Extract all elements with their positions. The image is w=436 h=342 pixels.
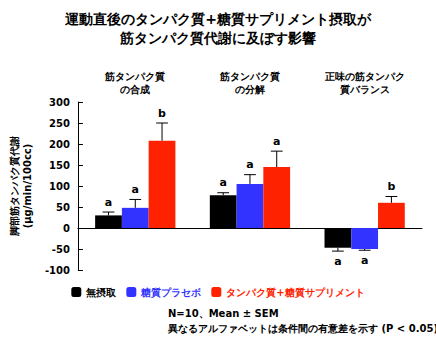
- svg-text:50: 50: [56, 202, 70, 213]
- svg-text:b: b: [387, 180, 395, 193]
- svg-text:a: a: [361, 254, 368, 267]
- svg-text:異なるアルファベットは条件間の有意差を示す (P < 0.0: 異なるアルファベットは条件間の有意差を示す (P < 0.05): [167, 323, 436, 335]
- svg-text:b: b: [158, 107, 166, 120]
- svg-text:300: 300: [49, 97, 70, 108]
- svg-text:150: 150: [49, 160, 70, 171]
- svg-text:質バランス: 質バランス: [339, 84, 390, 96]
- svg-text:筋タンパク質代謝に及ぼす影響: 筋タンパク質代謝に及ぼす影響: [119, 30, 316, 46]
- svg-text:200: 200: [49, 139, 70, 150]
- svg-text:の合成: の合成: [120, 84, 150, 95]
- svg-text:運動直後のタンパク質+糖質サプリメント摂取が: 運動直後のタンパク質+糖質サプリメント摂取が: [64, 11, 372, 27]
- svg-text:(μg/min/100cc): (μg/min/100cc): [22, 144, 33, 229]
- svg-text:N=10、Mean ± SEM: N=10、Mean ± SEM: [168, 308, 279, 319]
- svg-text:正味の筋タンパク: 正味の筋タンパク: [324, 71, 405, 82]
- svg-text:タンパク質+糖質サプリメント: タンパク質+糖質サプリメント: [226, 287, 364, 299]
- svg-text:0: 0: [63, 223, 70, 234]
- svg-text:-100: -100: [45, 265, 70, 276]
- svg-text:a: a: [132, 183, 139, 196]
- svg-text:250: 250: [49, 118, 70, 129]
- svg-text:の分解: の分解: [235, 84, 265, 95]
- svg-text:-50: -50: [52, 244, 70, 255]
- svg-text:無摂取: 無摂取: [85, 287, 117, 298]
- svg-text:a: a: [105, 196, 112, 209]
- svg-text:糖質プラセボ: 糖質プラセボ: [140, 287, 201, 299]
- svg-text:a: a: [246, 158, 253, 171]
- svg-text:脚部筋タンパク質代謝: 脚部筋タンパク質代謝: [9, 136, 21, 237]
- svg-text:100: 100: [49, 181, 70, 192]
- svg-text:筋タンパク質: 筋タンパク質: [219, 71, 280, 83]
- svg-text:a: a: [273, 135, 280, 148]
- svg-text:筋タンパク質: 筋タンパク質: [104, 71, 165, 83]
- svg-text:a: a: [334, 255, 341, 268]
- svg-text:a: a: [219, 176, 226, 189]
